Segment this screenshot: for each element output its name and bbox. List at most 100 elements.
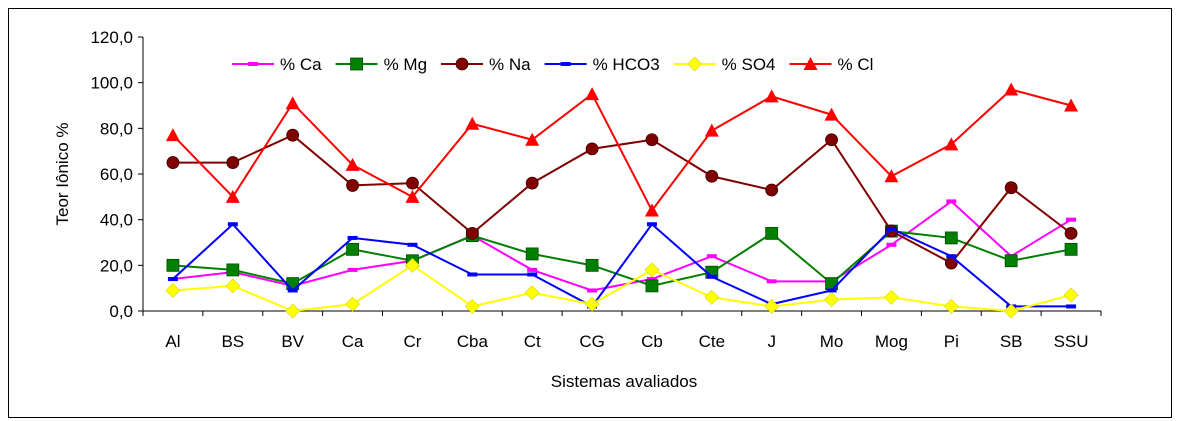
x-tick-label: BV (281, 332, 304, 351)
legend-swatch-marker (350, 57, 363, 71)
data-point (225, 189, 240, 203)
data-point (1004, 82, 1019, 96)
legend-item: % SO4 (673, 55, 776, 74)
data-point (644, 262, 660, 278)
data-point (346, 242, 359, 256)
data-point (1064, 98, 1079, 112)
legend-label: % Mg (384, 55, 427, 74)
data-point (826, 288, 837, 293)
y-tick-label: 120,0 (90, 28, 133, 47)
data-point (465, 116, 480, 130)
data-point (525, 176, 539, 190)
data-point (706, 274, 717, 279)
data-point (825, 277, 838, 291)
data-point (165, 128, 180, 142)
data-point (943, 299, 959, 314)
y-tick-label: 0,0 (109, 302, 133, 321)
data-point (825, 133, 838, 147)
data-point (765, 226, 779, 240)
series-lines (165, 82, 1079, 319)
data-point (587, 288, 598, 293)
data-point (225, 278, 241, 294)
legend-swatch-marker (248, 62, 258, 66)
data-point (527, 267, 538, 272)
series-na (166, 128, 1078, 270)
data-point (706, 254, 717, 259)
axes (142, 37, 1101, 312)
legend-item: % Mg (335, 55, 427, 74)
legend-swatch-marker (455, 57, 469, 71)
y-tick-label: 60,0 (100, 165, 133, 184)
data-point (585, 258, 599, 272)
data-point (765, 183, 779, 197)
chart-frame (8, 8, 1172, 418)
series-cl (165, 82, 1079, 217)
data-point (1004, 181, 1018, 195)
x-tick-label: Ct (524, 332, 541, 351)
y-tick-label: 40,0 (100, 211, 133, 230)
x-tick-label: Pi (944, 332, 959, 351)
data-point (1063, 287, 1079, 303)
x-tick-label: Cr (403, 332, 421, 351)
data-point (226, 156, 240, 169)
x-tick-label: Mo (820, 332, 844, 351)
data-point (286, 128, 300, 142)
data-point (407, 242, 418, 247)
legend-label: % SO4 (722, 55, 776, 74)
data-point (525, 132, 540, 146)
data-point (1003, 303, 1019, 319)
legend: % Ca % Mg % Na % HCO3 % SO4 % Cl (232, 55, 873, 74)
data-point (1066, 217, 1077, 222)
legend-label: % Na (489, 55, 531, 74)
data-point (406, 176, 419, 190)
legend-swatch-marker (803, 57, 818, 70)
legend-swatch-marker (560, 62, 571, 66)
series-line (172, 222, 1072, 308)
x-tick-label: Cba (457, 332, 489, 351)
x-tick-label: Mog (875, 332, 908, 351)
data-point (824, 107, 839, 121)
series-line (172, 264, 1072, 313)
data-point (946, 199, 957, 204)
data-point (347, 235, 358, 240)
data-point (824, 292, 839, 308)
data-point (1066, 304, 1077, 309)
series-line (172, 200, 1072, 292)
series-line (172, 230, 1072, 287)
data-point (704, 289, 720, 305)
legend-label: % HCO3 (593, 55, 660, 74)
data-point (405, 189, 420, 203)
data-point (946, 254, 957, 259)
data-point (884, 289, 899, 305)
y-tick-label: 20,0 (100, 256, 133, 275)
y-tick-label: 100,0 (90, 74, 133, 93)
series-line (172, 134, 1072, 265)
data-point (347, 267, 358, 272)
data-point (464, 299, 480, 314)
data-point (645, 133, 659, 147)
data-point (227, 222, 238, 227)
data-point (585, 142, 599, 156)
data-point (704, 123, 719, 137)
x-tick-label: CG (579, 332, 605, 351)
data-point (285, 96, 300, 110)
y-ticks: 0,0 20,0 40,0 60,0 80,0 100,0 120,0 (90, 28, 143, 321)
data-point (646, 277, 657, 282)
data-point (226, 263, 240, 277)
data-point (944, 137, 959, 151)
data-point (766, 279, 777, 284)
data-point (584, 296, 600, 312)
x-tick-label: Cb (641, 332, 663, 351)
data-point (645, 279, 659, 293)
y-tick-label: 80,0 (100, 119, 133, 138)
x-tick-label: Cte (699, 332, 725, 351)
data-point (646, 222, 657, 227)
data-point (345, 157, 360, 171)
legend-item: % Na (441, 55, 531, 74)
legend-item: % Cl (789, 55, 873, 74)
data-point (1064, 242, 1078, 256)
x-tick-label: BS (221, 332, 244, 351)
x-ticks: Al BS BV Ca Cr Cba Ct CG Cb Cte J Mo Mog Pi SB SSU (142, 311, 1102, 351)
data-point (1064, 226, 1078, 240)
legend-item: % HCO3 (544, 55, 660, 74)
